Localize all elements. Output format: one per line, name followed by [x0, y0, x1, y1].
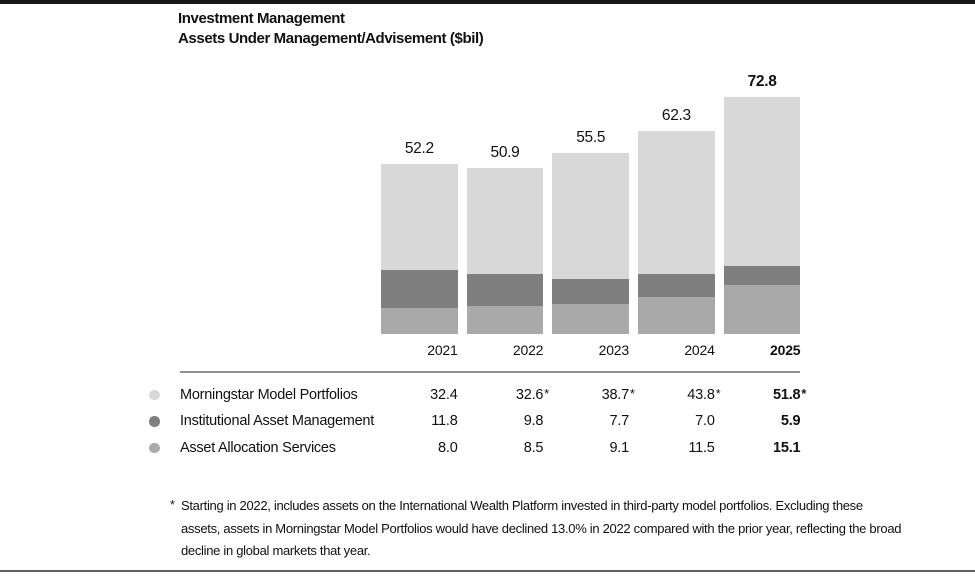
bar-2025-morningstar-model-portfolios [723, 96, 801, 266]
bar-2022-institutional-asset-management [466, 274, 544, 307]
institutional-asset-management-legend-dot-icon [149, 416, 160, 427]
bar-2022-asset-allocation-services [466, 306, 544, 334]
value-asset-allocation-services-2022: 8.5 [523, 439, 544, 456]
value-institutional-asset-management-2023: 7.7 [609, 413, 629, 429]
value-institutional-asset-management-2022: 9.8 [523, 413, 544, 429]
year-axis-label-2021: 2021 [427, 342, 458, 358]
footnote: * Starting in 2022, includes assets on t… [170, 495, 902, 563]
asterisk-marker: * [801, 386, 807, 401]
bar-2024-institutional-asset-management [638, 273, 715, 297]
series-label-morningstar-model-portfolios: Morningstar Model Portfolios [180, 386, 358, 403]
value-asset-allocation-services-2023: 9.1 [609, 439, 629, 456]
year-axis-label-2023: 2023 [598, 342, 630, 358]
bar-2024-asset-allocation-services [638, 296, 715, 334]
bar-total-2023: 55.5 [576, 129, 606, 147]
chart-subtitle: Assets Under Management/Advisement ($bil… [178, 29, 484, 47]
table-row-institutional-asset-management: Institutional Asset Management 11.8 9.8 7.7… [0, 412, 975, 431]
value-asset-allocation-services-2024: 11.5 [688, 439, 715, 456]
value-institutional-asset-management-2024: 7.0 [695, 413, 715, 429]
bar-2025-asset-allocation-services [723, 284, 801, 334]
bar-2021-morningstar-model-portfolios [381, 164, 458, 270]
footnote-line-3: decline in global markets that year. [181, 543, 371, 558]
table-divider-rule [180, 371, 800, 373]
bar-2021-institutional-asset-management [381, 269, 458, 308]
year-axis-label-2024: 2024 [684, 342, 715, 358]
value-morningstar-model-portfolios-2022: 32.6 * [515, 386, 549, 403]
series-label-asset-allocation-services: Asset Allocation Services [180, 439, 336, 456]
value-asset-allocation-services-2021: 8.0 [438, 439, 458, 456]
footnote-line-2: assets, assets in Morningstar Model Port… [181, 520, 902, 536]
footnote-line-1: Starting in 2022, includes assets on the… [181, 498, 863, 513]
value-morningstar-model-portfolios-2021: 32.4 [430, 386, 458, 403]
bar-total-2025: 72.8 [747, 72, 777, 90]
bar-2021-asset-allocation-services [381, 307, 458, 334]
asset-allocation-services-legend-dot-icon [149, 442, 160, 454]
bottom-rule [0, 570, 975, 572]
bar-total-2024: 62.3 [661, 107, 691, 125]
bar-2023-asset-allocation-services [552, 304, 629, 334]
bar-2023-institutional-asset-management [552, 279, 629, 305]
asterisk-marker: * [715, 386, 721, 401]
top-rule [0, 0, 975, 4]
value-institutional-asset-management-2025: 5.9 [780, 413, 801, 429]
bar-2023-morningstar-model-portfolios [552, 153, 629, 280]
value-morningstar-model-portfolios-2023: 38.7 * [601, 386, 635, 403]
asterisk-marker: * [544, 386, 549, 401]
table-row-morningstar-model-portfolios: Morningstar Model Portfolios 32.4 32.6 * 38.… [0, 386, 975, 405]
bar-total-2021: 52.2 [404, 140, 434, 157]
bar-total-2022: 50.9 [490, 144, 520, 162]
value-morningstar-model-portfolios-2024: 43.8 * [687, 386, 721, 403]
value-asset-allocation-services-2025: 15.1 [772, 439, 801, 456]
year-axis-label-2022: 2022 [512, 342, 544, 358]
bar-2024-morningstar-model-portfolios [638, 131, 715, 274]
table-row-asset-allocation-services: Asset Allocation Services 8.0 8.5 9.1 11.5 15… [0, 439, 975, 458]
bar-2025-institutional-asset-management [723, 265, 801, 285]
asterisk-marker: * [630, 386, 635, 401]
morningstar-model-portfolios-legend-dot-icon [149, 389, 160, 401]
year-axis-label-2025: 2025 [770, 342, 801, 358]
chart-title-block: Investment Management Assets Under Manag… [178, 9, 484, 48]
value-morningstar-model-portfolios-2025: 51.8 * [772, 386, 807, 403]
bar-2022-morningstar-model-portfolios [466, 168, 544, 275]
value-institutional-asset-management-2021: 11.8 [431, 413, 458, 429]
chart-title: Investment Management [178, 10, 345, 27]
series-label-institutional-asset-management: Institutional Asset Management [180, 413, 375, 429]
footnote-asterisk-marker: * [170, 498, 175, 512]
